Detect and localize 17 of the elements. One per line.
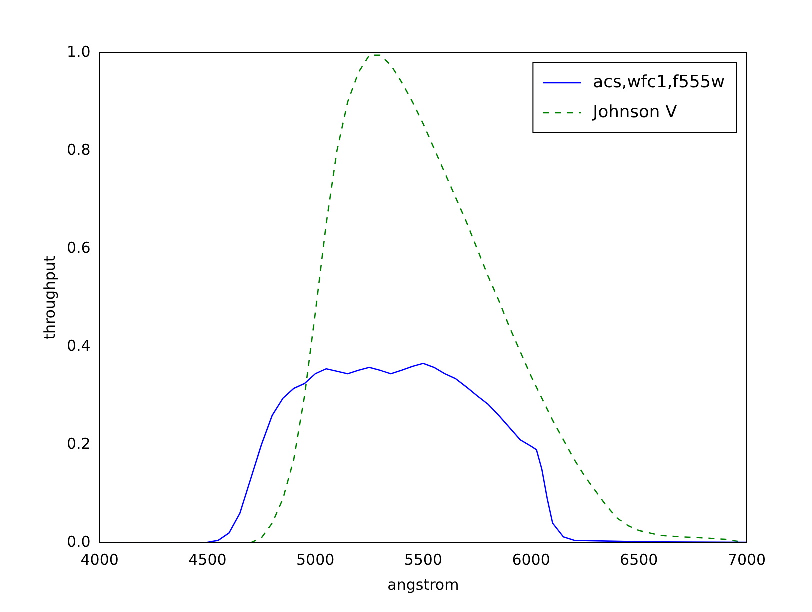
x-tick-label: 5500 <box>404 550 443 569</box>
x-tick-label: 6500 <box>620 550 658 569</box>
x-tick-label: 4000 <box>80 550 119 569</box>
x-tick-label: 5000 <box>296 550 335 569</box>
y-tick-label: 1.0 <box>66 42 91 61</box>
y-axis-title: throughput <box>40 256 59 340</box>
y-tick-label: 0.4 <box>66 336 91 355</box>
y-tick-label: 0.6 <box>66 238 91 257</box>
legend-label: Johnson V <box>592 102 678 122</box>
x-tick-label: 4500 <box>188 550 227 569</box>
legend-label: acs,wfc1,f555w <box>593 72 726 92</box>
x-tick-label: 6000 <box>512 550 550 569</box>
x-axis-title: angstrom <box>388 576 460 594</box>
y-tick-label: 0.0 <box>66 532 91 551</box>
x-tick-label: 7000 <box>728 550 766 569</box>
y-tick-label: 0.8 <box>66 140 91 159</box>
y-tick-label: 0.2 <box>66 434 91 453</box>
